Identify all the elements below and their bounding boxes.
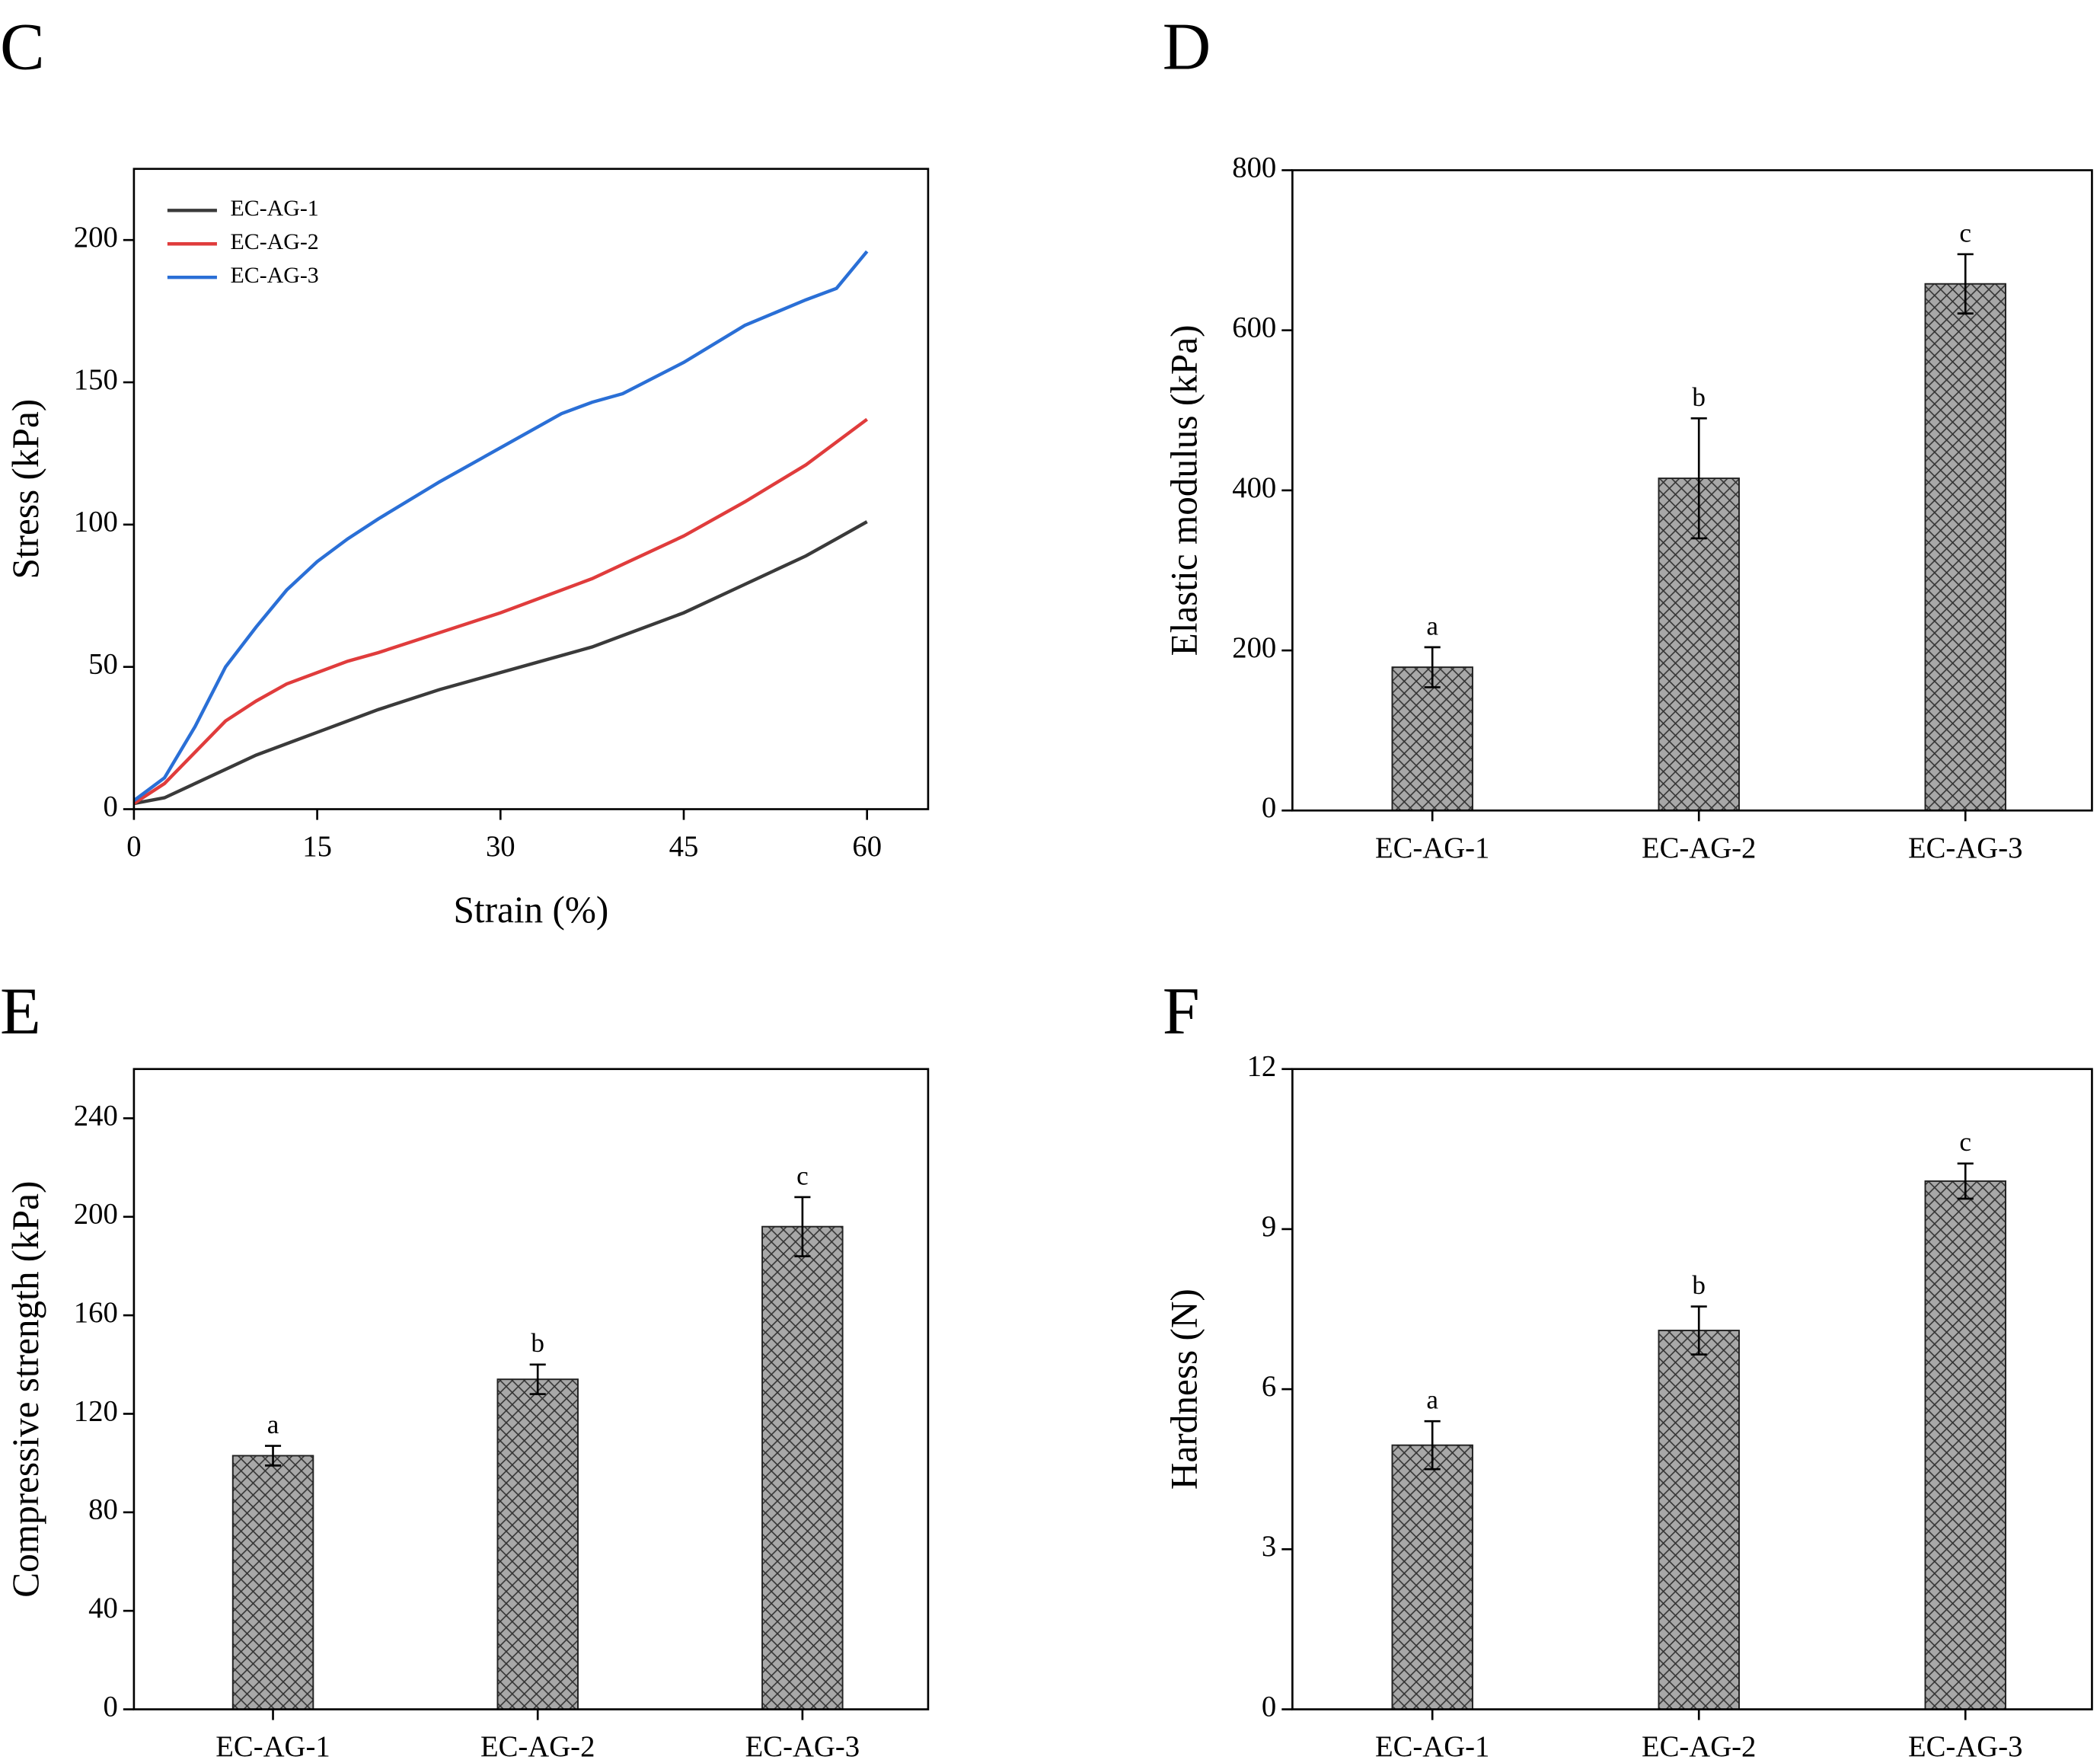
line-series bbox=[132, 250, 869, 803]
plot-frame bbox=[1291, 1068, 2093, 1710]
plot-frame bbox=[132, 1068, 930, 1710]
y-tick-label: 100 bbox=[74, 506, 118, 538]
y-tick-label: 80 bbox=[88, 1494, 118, 1526]
x-tick-label: EC-AG-3 bbox=[745, 1731, 860, 1763]
annotation: b bbox=[1692, 1270, 1706, 1300]
y-tick-label: 200 bbox=[1232, 632, 1276, 664]
annotation: a bbox=[1426, 611, 1438, 640]
x-tick-label: 0 bbox=[126, 831, 141, 863]
error-bar bbox=[264, 1445, 282, 1467]
annotation: c bbox=[1959, 1127, 1971, 1157]
x-tick-label: 60 bbox=[852, 831, 882, 863]
y-tick-label: 240 bbox=[74, 1100, 118, 1132]
x-axis-title: Strain (%) bbox=[454, 889, 609, 931]
panel-label: E bbox=[0, 975, 41, 1049]
x-tick-label: EC-AG-2 bbox=[1642, 1731, 1756, 1763]
x-tick-label: EC-AG-3 bbox=[1908, 1731, 2022, 1763]
bar-hatch bbox=[1924, 1180, 2006, 1710]
y-tick-label: 200 bbox=[74, 222, 118, 254]
bar-hatch bbox=[761, 1225, 844, 1710]
y-tick-label: 0 bbox=[103, 790, 117, 822]
plot-frame bbox=[132, 168, 930, 810]
x-tick-label: EC-AG-2 bbox=[480, 1731, 595, 1763]
y-axis-title: Compressive strength (kPa) bbox=[5, 1181, 46, 1598]
y-axis-title: Stress (kPa) bbox=[5, 399, 46, 580]
y-tick-label: 800 bbox=[1232, 152, 1276, 184]
bar-hatch bbox=[1924, 283, 2006, 812]
annotation: b bbox=[1692, 382, 1706, 412]
annotation: a bbox=[267, 1410, 279, 1439]
line-series bbox=[132, 417, 869, 805]
bar-hatch bbox=[231, 1455, 314, 1710]
y-tick-label: 0 bbox=[103, 1691, 117, 1723]
y-axis-title: Hardness (N) bbox=[1163, 1289, 1205, 1490]
error-bar bbox=[1957, 253, 1974, 315]
y-tick-label: 150 bbox=[74, 364, 118, 396]
y-tick-label: 160 bbox=[74, 1297, 118, 1329]
error-bar bbox=[529, 1363, 546, 1395]
y-tick-label: 200 bbox=[74, 1199, 118, 1231]
panel-label: F bbox=[1163, 975, 1200, 1049]
plot-frame bbox=[1291, 169, 2093, 812]
annotation: c bbox=[1959, 218, 1971, 248]
y-tick-label: 6 bbox=[1262, 1371, 1276, 1403]
bar-hatch bbox=[1658, 1330, 1740, 1710]
x-tick-label: EC-AG-1 bbox=[215, 1731, 330, 1763]
y-tick-label: 600 bbox=[1232, 312, 1276, 344]
annotation: b bbox=[531, 1328, 544, 1358]
y-tick-label: 9 bbox=[1262, 1211, 1276, 1243]
legend-label: EC-AG-2 bbox=[231, 229, 319, 254]
error-bar bbox=[1424, 1420, 1441, 1471]
annotation: a bbox=[1426, 1385, 1438, 1415]
x-tick-label: 45 bbox=[669, 831, 699, 863]
x-tick-label: EC-AG-1 bbox=[1375, 832, 1489, 864]
y-tick-label: 50 bbox=[88, 649, 118, 681]
x-tick-label: 15 bbox=[302, 831, 332, 863]
annotation: c bbox=[796, 1161, 809, 1190]
error-bar bbox=[1690, 1305, 1707, 1356]
panel-label: C bbox=[0, 11, 45, 85]
y-tick-label: 0 bbox=[1262, 792, 1276, 824]
legend-label: EC-AG-3 bbox=[231, 263, 319, 288]
bar-hatch bbox=[1391, 666, 1473, 812]
legend-label: EC-AG-1 bbox=[231, 196, 319, 221]
y-tick-label: 12 bbox=[1247, 1051, 1277, 1083]
bar-hatch bbox=[496, 1378, 579, 1710]
bar-hatch bbox=[1391, 1444, 1473, 1710]
y-tick-label: 3 bbox=[1262, 1531, 1276, 1563]
y-tick-label: 40 bbox=[88, 1592, 118, 1624]
y-tick-label: 120 bbox=[74, 1395, 118, 1427]
y-tick-label: 400 bbox=[1232, 472, 1276, 504]
y-tick-label: 0 bbox=[1262, 1691, 1276, 1723]
x-tick-label: 30 bbox=[486, 831, 515, 863]
x-tick-label: EC-AG-3 bbox=[1908, 832, 2022, 864]
error-bar bbox=[794, 1196, 811, 1257]
error-bar bbox=[1424, 646, 1441, 688]
y-axis-title: Elastic modulus (kPa) bbox=[1163, 324, 1205, 656]
x-tick-label: EC-AG-2 bbox=[1642, 832, 1756, 864]
x-tick-label: EC-AG-1 bbox=[1375, 1731, 1489, 1763]
panel-label: D bbox=[1163, 11, 1211, 85]
error-bar bbox=[1690, 417, 1707, 540]
line-series bbox=[133, 520, 868, 806]
error-bar bbox=[1957, 1162, 1974, 1200]
